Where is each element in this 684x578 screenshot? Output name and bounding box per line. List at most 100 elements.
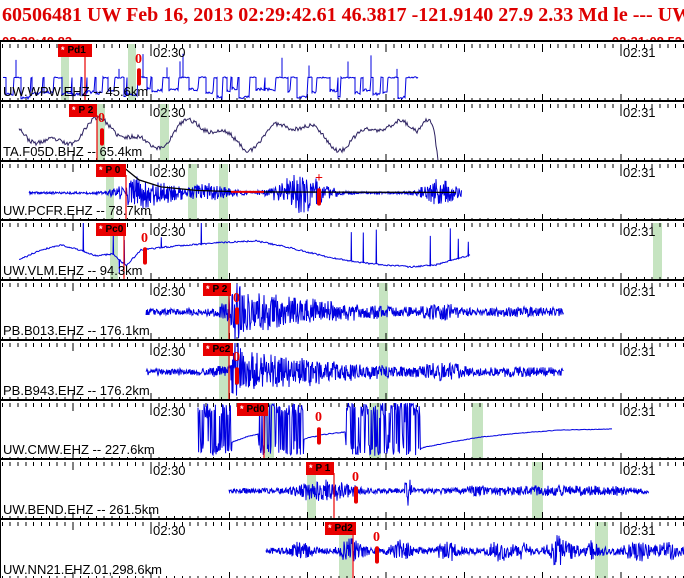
zero-mark-glyph: 0 (373, 529, 380, 545)
highlight-band (339, 522, 352, 578)
waveform-trace (228, 480, 649, 507)
pick-flag-label: Pc0 (105, 224, 124, 236)
minute-label-0230: 02:30 (153, 104, 186, 120)
highlight-band (61, 44, 69, 100)
zero-mark-bar[interactable] (317, 426, 321, 445)
pick-flag-label: Pd2 (334, 523, 353, 535)
station-label-uw-pcfr-ehz: UW.PCFR.EHZ -- 78.7km (3, 203, 152, 219)
zero-mark-glyph: 0 (315, 410, 322, 426)
minute-label-0230: 02:30 (153, 284, 186, 300)
zero-mark-glyph: 0 (98, 111, 105, 127)
zero-mark-bar[interactable] (317, 187, 321, 206)
pick-flag-star-icon: * (72, 104, 76, 115)
pick-flag-star-icon: * (61, 45, 65, 55)
zero-mark-glyph: + (315, 171, 323, 187)
zero-mark-glyph: 0 (352, 469, 359, 485)
minute-label-0231: 02:31 (623, 463, 656, 479)
minute-label-0230: 02:30 (153, 523, 186, 539)
pick-flag-star-icon: * (206, 284, 210, 295)
highlight-band (653, 223, 662, 280)
pick-flag-label: Pd0 (246, 403, 265, 415)
pick-flag-label: Pd1 (67, 45, 86, 56)
minute-label-0231: 02:31 (623, 45, 656, 60)
trace-panel-uw-pcfr-ehz[interactable]: * P 0 +02:30 02:31 UW.PCFR.EHZ -- 78.7km (1, 159, 684, 220)
minute-label-0231: 02:31 (623, 403, 656, 419)
pick-flag-uw-vlm-ehz[interactable]: * Pc0 (96, 223, 127, 237)
trace-panel-uw-wpw-ehz[interactable]: * Pd1 0 02:30 02:31 UW.WPW.EHZ -- 45.6km (1, 40, 684, 100)
minute-label-0231: 02:31 (623, 523, 656, 539)
highlight-band (128, 44, 136, 100)
minute-label-0231: 02:31 (623, 224, 656, 240)
pick-flag-star-icon: * (309, 463, 313, 474)
pick-flag-label: P 0 (105, 164, 121, 176)
trace-panel-uw-vlm-ehz[interactable]: * Pc0 0 02:30 02:31 UW.VLM.EHZ -- 94.3km (1, 219, 684, 280)
station-label-uw-wpw-ehz: UW.WPW.EHZ -- 45.6km (3, 83, 149, 99)
waveform-trace (197, 402, 613, 457)
pick-flag-star-icon: * (99, 224, 103, 235)
waveform-trace (265, 535, 684, 566)
trace-panel-pb-b013-ehz[interactable]: * P 2 0 02:30 02:31 PB.B013.EHZ -- 176.1km (1, 279, 684, 339)
zero-mark-bar[interactable] (100, 128, 104, 146)
pick-flag-label: Pc2 (212, 343, 231, 355)
pick-flag-star-icon: * (328, 523, 332, 534)
waveform-trace (145, 342, 564, 396)
pick-flag-uw-bend-ehz[interactable]: * P 1 (306, 462, 334, 476)
pick-flag-ta-f05d-bhz[interactable]: * P 2 (69, 103, 97, 117)
station-label-pb-b013-ehz: PB.B013.EHZ -- 176.1km (3, 322, 150, 338)
pick-flag-uw-wpw-ehz[interactable]: * Pd1 (58, 44, 92, 57)
pick-flag-uw-cmw-ehz[interactable]: * Pd0 (237, 402, 268, 416)
station-label-uw-nn21-ehz-01-298-6km: UW.NN21.EHZ.01,298.6km (3, 561, 162, 577)
pick-flag-uw-pcfr-ehz[interactable]: * P 0 (96, 163, 126, 177)
pick-flag-pb-b013-ehz[interactable]: * P 2 (203, 283, 231, 297)
pick-flag-star-icon: * (99, 164, 103, 175)
station-label-uw-cmw-ehz: UW.CMW.EHZ -- 227.6km (3, 442, 155, 458)
waveform-trace (18, 223, 471, 275)
minute-label-0231: 02:31 (623, 284, 656, 300)
minute-label-0230: 02:30 (153, 224, 186, 240)
zero-mark-bar[interactable] (235, 367, 239, 385)
pick-flag-label: P 1 (315, 463, 331, 475)
waveform-trace (18, 115, 439, 160)
pick-flag-label: P 2 (78, 104, 94, 116)
highlight-band (472, 402, 483, 459)
minute-label-0230: 02:30 (153, 45, 186, 60)
highlight-band (218, 223, 228, 280)
zero-mark-glyph: 0 (233, 350, 240, 366)
trace-panel-uw-nn21-ehz-01-298-6km[interactable]: * Pd2 0 02:30 02:31 UW.NN21.EHZ.01,298.6km (1, 518, 684, 578)
minute-label-0230: 02:30 (153, 463, 186, 479)
zero-mark-bar[interactable] (137, 68, 141, 86)
station-label-pb-b943-ehz: PB.B943.EHZ -- 176.2km (3, 382, 150, 398)
pick-flag-uw-nn21-ehz-01-298-6km[interactable]: * Pd2 (325, 522, 356, 536)
zero-mark-bar[interactable] (354, 486, 358, 505)
minute-label-0230: 02:30 (153, 343, 186, 359)
waveform-trace (2, 53, 419, 100)
event-header: 60506481 UW Feb 16, 2013 02:29:42.61 46.… (2, 4, 684, 26)
pick-flag-label: P 2 (212, 284, 228, 296)
trace-panel-uw-bend-ehz[interactable]: * P 1 0 02:30 02:31 UW.BEND.EHZ -- 261.5km (1, 458, 684, 519)
zero-mark-bar[interactable] (143, 247, 147, 265)
pick-flag-star-icon: * (240, 403, 244, 414)
zero-mark-glyph: 0 (233, 290, 240, 306)
station-label-ta-f05d-bhz: TA.F05D.BHZ -- 65.4km (3, 143, 143, 159)
zero-mark-bar[interactable] (235, 307, 239, 325)
highlight-band (265, 402, 274, 459)
minute-label-0231: 02:31 (623, 164, 656, 180)
trace-panel-pb-b943-ehz[interactable]: * Pc2 0 02:30 02:31 PB.B943.EHZ -- 176.2km (1, 338, 684, 399)
pick-flag-star-icon: * (206, 343, 210, 354)
trace-panel-uw-cmw-ehz[interactable]: * Pd0 0 02:30 02:31 UW.CMW.EHZ -- 227.6km (1, 398, 684, 459)
zero-mark-glyph: 0 (141, 230, 148, 246)
minute-label-0231: 02:31 (623, 343, 656, 359)
pick-flag-pb-b943-ehz[interactable]: * Pc2 (203, 342, 234, 356)
highlight-band (160, 103, 169, 160)
waveform-trace (145, 283, 564, 339)
trace-panel-ta-f05d-bhz[interactable]: * P 2 0 02:30 02:31 TA.F05D.BHZ -- 65.4km (1, 99, 684, 160)
minute-label-0230: 02:30 (153, 164, 186, 180)
zero-mark-bar[interactable] (375, 546, 379, 564)
waveform-canvas-uw-pcfr-ehz[interactable] (1, 163, 684, 220)
station-label-uw-vlm-ehz: UW.VLM.EHZ -- 94.3km (3, 263, 143, 279)
minute-label-0230: 02:30 (153, 403, 186, 419)
station-label-uw-bend-ehz: UW.BEND.EHZ -- 261.5km (3, 502, 160, 518)
overlay-curve (122, 165, 457, 193)
